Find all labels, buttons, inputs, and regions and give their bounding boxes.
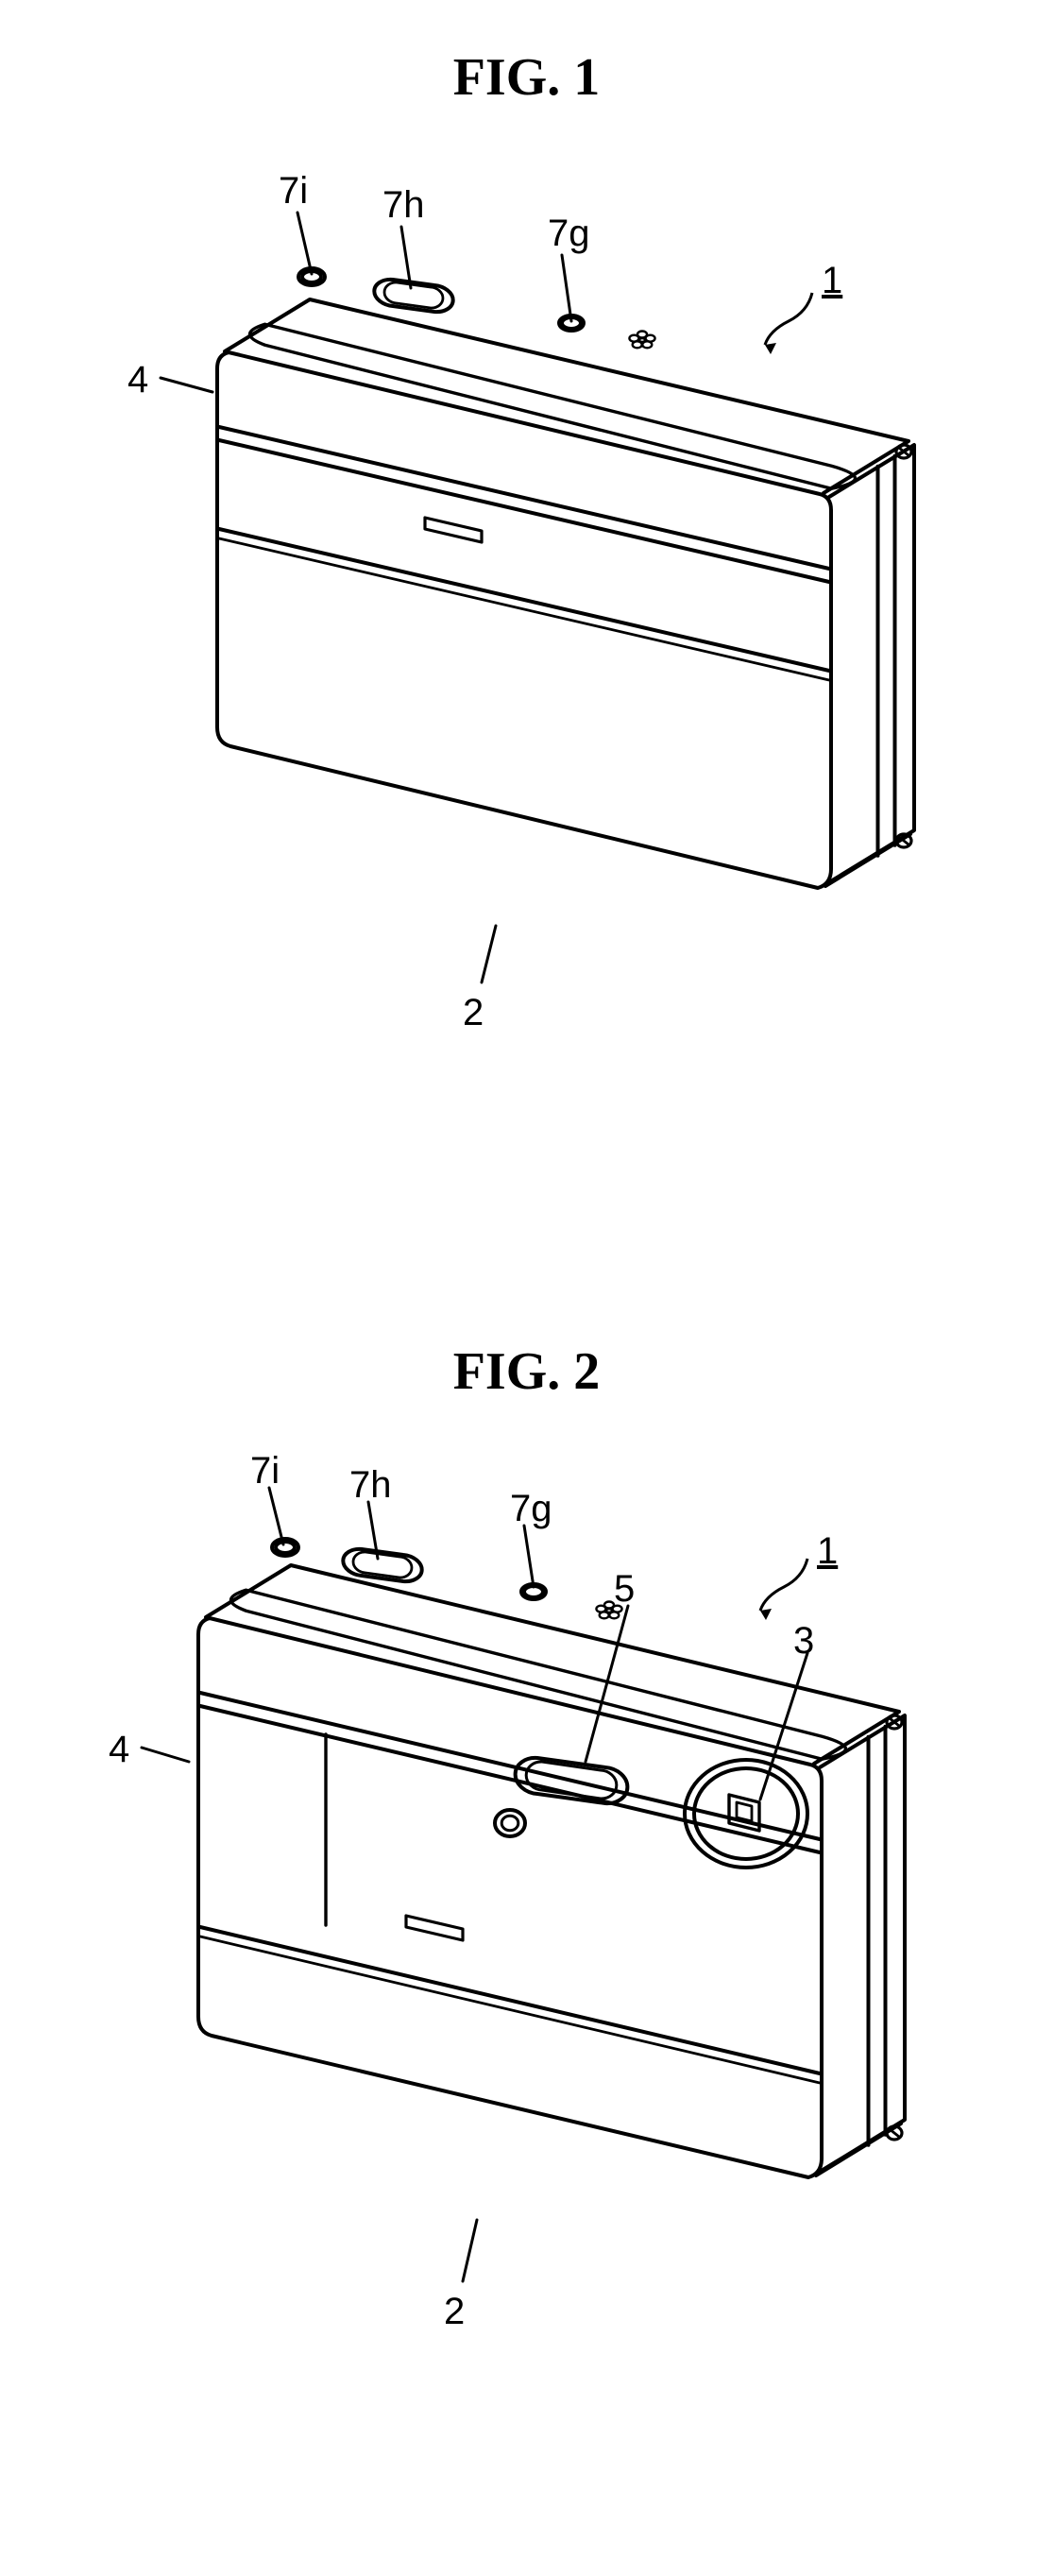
callout-label: 7i — [250, 1450, 280, 1493]
callout-label: 4 — [127, 359, 148, 401]
callout-label: 5 — [614, 1568, 635, 1611]
figure-svg — [0, 0, 1053, 1275]
callout-label: 1 — [817, 1530, 838, 1573]
callout-label: 2 — [463, 992, 484, 1034]
figure-svg — [0, 1275, 1053, 2576]
figure-1: FIG. 17i7h7g142 — [0, 0, 1053, 1275]
callout-label: 4 — [109, 1729, 129, 1771]
callout-label: 3 — [793, 1620, 814, 1663]
callout-label: 7h — [349, 1464, 392, 1507]
callout-label: 7i — [279, 170, 308, 213]
callout-label: 2 — [444, 2291, 465, 2333]
callout-label: 7g — [510, 1488, 552, 1530]
callout-label: 1 — [822, 260, 842, 302]
callout-label: 7h — [382, 184, 425, 227]
figure-2: FIG. 27i7h7g15342 — [0, 1275, 1053, 2576]
callout-label: 7g — [548, 213, 590, 255]
